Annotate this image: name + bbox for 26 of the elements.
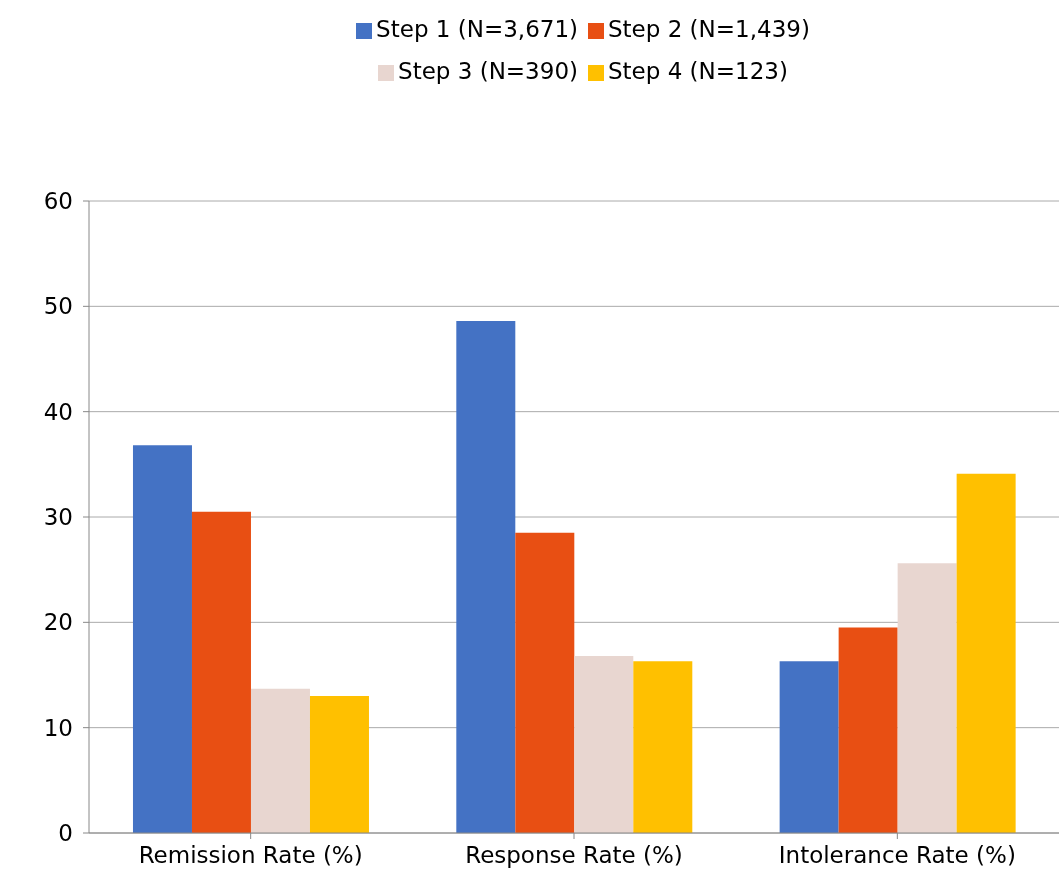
y-tick-label: 60	[43, 188, 73, 215]
x-tick-label: Response Rate (%)	[465, 842, 683, 869]
legend-label: Step 1 (N=3,671)	[376, 16, 578, 42]
bar	[515, 532, 575, 833]
bar	[897, 563, 957, 833]
bar	[956, 473, 1016, 833]
bar	[633, 661, 693, 833]
y-tick-label: 50	[43, 293, 73, 320]
y-tick-label: 40	[43, 398, 73, 425]
bar	[191, 511, 251, 833]
y-tick-label: 30	[43, 504, 73, 531]
bar	[132, 445, 192, 833]
bar	[250, 688, 310, 833]
y-tick-label: 10	[43, 714, 73, 741]
x-tick-label: Remission Rate (%)	[138, 842, 363, 869]
x-tick-label: Intolerance Rate (%)	[778, 842, 1016, 869]
legend-label: Step 2 (N=1,439)	[608, 16, 810, 42]
legend-label: Step 3 (N=390)	[398, 58, 578, 84]
bar	[574, 656, 634, 833]
y-tick-label: 0	[58, 820, 73, 847]
legend-label: Step 4 (N=123)	[608, 58, 788, 84]
bar	[779, 661, 839, 833]
bar	[456, 321, 516, 833]
bar	[838, 627, 898, 833]
y-tick-label: 20	[43, 609, 73, 636]
bar	[309, 696, 369, 833]
